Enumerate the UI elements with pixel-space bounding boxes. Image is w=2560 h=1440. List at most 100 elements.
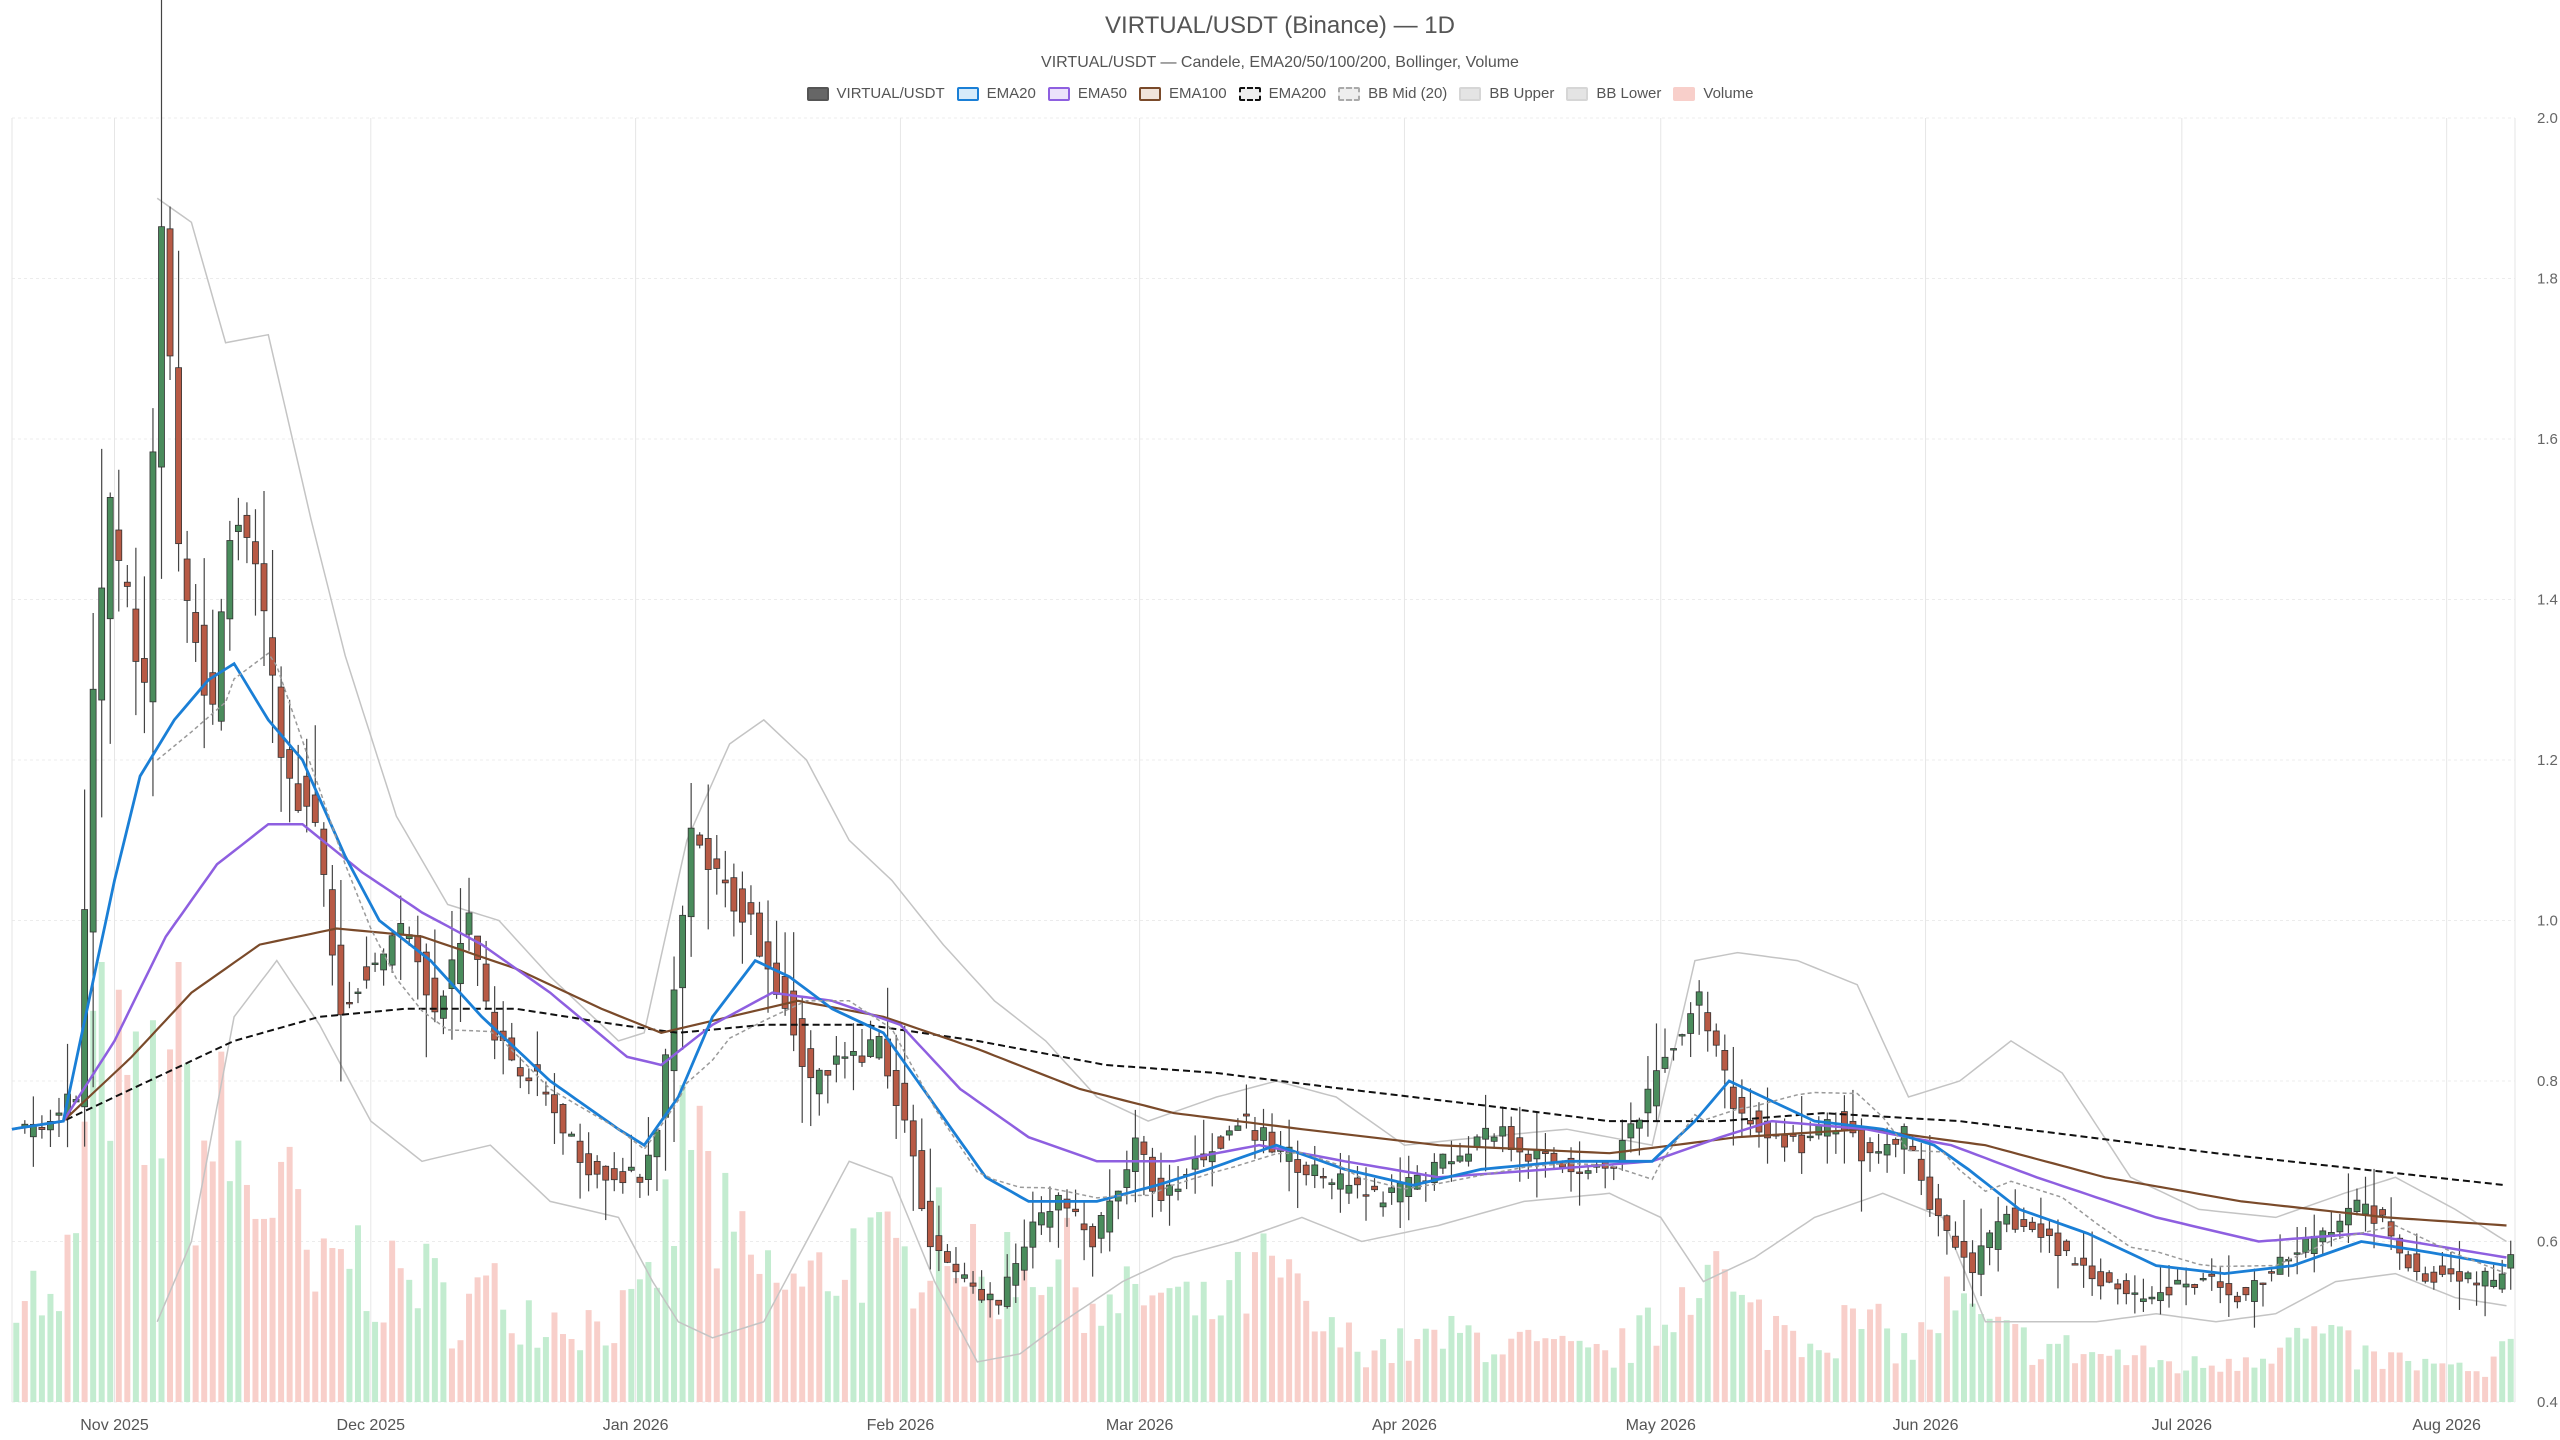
candle-body	[2293, 1252, 2301, 1255]
volume-bar	[782, 1289, 789, 1402]
candle-body	[1020, 1246, 1028, 1271]
candle-body	[602, 1165, 610, 1181]
candle	[243, 502, 251, 564]
volume-bar	[1781, 1325, 1788, 1402]
legend-item[interactable]: EMA100	[1139, 85, 1227, 102]
candle-body	[850, 1051, 857, 1056]
volume-bar	[534, 1347, 541, 1402]
volume-bar	[2328, 1324, 2335, 1402]
candle-body	[1926, 1176, 1934, 1210]
candle	[2413, 1233, 2421, 1281]
candle-body	[1456, 1155, 1464, 1162]
candle	[448, 911, 456, 1040]
candle-body	[2456, 1271, 2463, 1282]
volume-bar	[1405, 1360, 1412, 1402]
candle	[1379, 1191, 1387, 1217]
candle-body	[2165, 1286, 2173, 1296]
legend-item[interactable]: BB Upper	[1459, 85, 1554, 102]
volume-bar	[679, 1085, 686, 1402]
volume-bar	[901, 1246, 908, 1402]
volume-bar	[115, 989, 122, 1402]
volume-bar	[1585, 1347, 1592, 1402]
volume-bar	[1192, 1315, 1199, 1402]
candle-body	[1866, 1142, 1874, 1154]
candle	[2140, 1278, 2147, 1312]
volume-bar	[1474, 1332, 1481, 1402]
volume-bar	[2294, 1327, 2301, 1402]
volume-bar	[1482, 1362, 1489, 1402]
volume-bar	[1969, 1303, 1976, 1402]
legend-item[interactable]: EMA50	[1047, 85, 1127, 102]
volume-bar	[2371, 1351, 2378, 1402]
candle	[1097, 1211, 1105, 1254]
volume-bar	[55, 1311, 62, 1402]
candle-body	[1875, 1151, 1882, 1154]
candle-body	[200, 624, 208, 696]
candle-body	[1712, 1030, 1720, 1046]
volume-bar	[1243, 1313, 1250, 1402]
candle	[2481, 1267, 2489, 1317]
volume-bar	[790, 1273, 797, 1402]
y-axis: 0.4 0.6 0.8 1.0 1.2 1.4 1.6 1.8 2.0	[2537, 110, 2558, 1411]
volume-bar	[1790, 1330, 1797, 1402]
candle-body	[2310, 1235, 2318, 1254]
candle	[269, 549, 276, 743]
volume-bars	[13, 962, 2514, 1402]
candle	[815, 1067, 823, 1116]
volume-bar	[1311, 1331, 1318, 1402]
legend-item[interactable]: EMA20	[956, 85, 1036, 102]
candle	[2063, 1239, 2070, 1257]
candle-body	[1234, 1125, 1242, 1131]
candle	[2037, 1197, 2045, 1253]
candle	[1345, 1155, 1353, 1204]
candle	[132, 547, 140, 716]
volume-bar	[1653, 1345, 1660, 1402]
x-tick-label: Feb 2026	[867, 1417, 935, 1434]
candle-body	[645, 1154, 652, 1180]
candle	[2387, 1197, 2395, 1251]
legend-item[interactable]: VIRTUAL/USDT	[806, 85, 945, 102]
candle-body	[867, 1039, 874, 1057]
candle-body	[474, 935, 481, 960]
candle	[1644, 1056, 1652, 1137]
volume-bar	[1012, 1297, 1019, 1402]
candle-body	[1977, 1245, 1985, 1275]
candle-body	[1729, 1086, 1737, 1109]
candle	[1798, 1096, 1806, 1174]
candle	[209, 609, 217, 725]
candle-body	[1969, 1252, 1976, 1274]
ema20-line	[11, 661, 2507, 1276]
volume-bar	[1414, 1339, 1421, 1402]
candle	[363, 936, 370, 989]
candle-body	[465, 912, 473, 935]
legend-item[interactable]: BB Mid (20)	[1338, 85, 1447, 102]
candle-body	[1704, 1012, 1712, 1032]
candle-body	[2447, 1268, 2455, 1275]
candle-body	[995, 1299, 1003, 1306]
legend-item[interactable]: Volume	[1673, 85, 1753, 102]
volume-bar	[653, 1287, 660, 1402]
candle	[183, 530, 191, 643]
volume-bar	[2166, 1361, 2173, 1402]
legend-item[interactable]: BB Lower	[1566, 85, 1661, 102]
candle-body	[747, 902, 755, 915]
candle	[1661, 1028, 1669, 1073]
candle	[858, 1028, 866, 1067]
candle	[346, 981, 353, 1009]
candle-body	[2148, 1296, 2156, 1300]
candle-body	[2259, 1282, 2267, 1285]
legend-label: BB Lower	[1596, 85, 1662, 102]
volume-bar	[2396, 1352, 2403, 1402]
candle	[2028, 1217, 2036, 1233]
volume-bar	[1166, 1288, 1173, 1402]
volume-bar	[918, 1292, 925, 1402]
candle-body	[696, 834, 704, 846]
volume-bar	[423, 1243, 430, 1402]
legend-item[interactable]: EMA200	[1238, 85, 1326, 102]
candle-body	[1644, 1088, 1652, 1114]
volume-bar	[961, 1286, 968, 1402]
legend-label: EMA20	[986, 85, 1036, 102]
volume-bar	[927, 1280, 934, 1402]
candle-body	[2182, 1283, 2190, 1288]
candle	[414, 915, 422, 1000]
